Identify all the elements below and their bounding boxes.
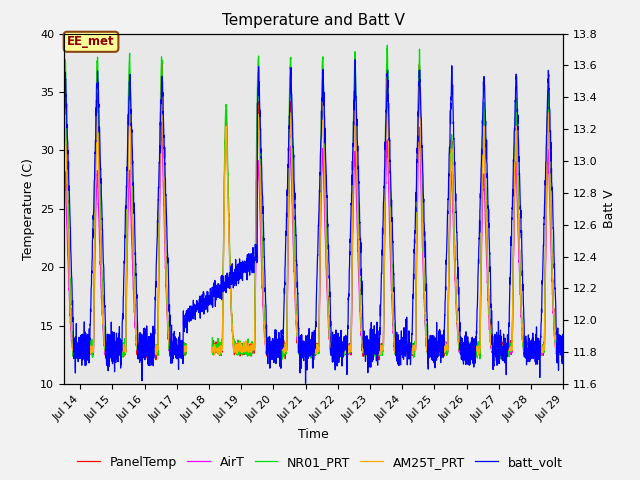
NR01_PRT	[378, 343, 385, 348]
NR01_PRT	[163, 268, 170, 274]
batt_volt	[422, 240, 429, 246]
AirT	[559, 347, 567, 352]
Line: AirT: AirT	[64, 122, 563, 358]
PanelTemp	[453, 321, 461, 326]
AirT	[421, 322, 429, 328]
Text: EE_met: EE_met	[67, 36, 115, 48]
batt_volt	[60, 121, 68, 127]
NR01_PRT	[559, 345, 567, 351]
NR01_PRT	[421, 315, 429, 321]
PanelTemp	[554, 346, 561, 352]
AM25T_PRT	[163, 276, 170, 281]
batt_volt	[554, 360, 562, 365]
batt_volt	[483, 175, 491, 181]
AirT	[483, 268, 491, 274]
AirT	[378, 344, 385, 349]
batt_volt	[453, 239, 461, 245]
PanelTemp	[559, 349, 567, 355]
PanelTemp	[60, 118, 68, 123]
NR01_PRT	[453, 318, 461, 324]
Line: PanelTemp: PanelTemp	[64, 63, 563, 360]
AM25T_PRT	[60, 143, 68, 148]
Legend: PanelTemp, AirT, NR01_PRT, AM25T_PRT, batt_volt: PanelTemp, AirT, NR01_PRT, AM25T_PRT, ba…	[72, 451, 568, 474]
AirT	[453, 321, 461, 327]
AirT	[554, 345, 561, 350]
NR01_PRT	[554, 337, 561, 343]
AM25T_PRT	[559, 345, 567, 351]
AM25T_PRT	[453, 318, 461, 324]
AM25T_PRT	[483, 248, 491, 254]
PanelTemp	[163, 271, 170, 276]
AM25T_PRT	[554, 344, 561, 349]
Title: Temperature and Batt V: Temperature and Batt V	[222, 13, 405, 28]
PanelTemp	[483, 242, 491, 248]
batt_volt	[351, 57, 359, 62]
Y-axis label: Batt V: Batt V	[604, 190, 616, 228]
batt_volt	[559, 333, 567, 339]
Line: batt_volt: batt_volt	[64, 60, 563, 383]
AM25T_PRT	[421, 317, 429, 323]
batt_volt	[163, 204, 170, 210]
NR01_PRT	[60, 94, 68, 99]
AirT	[60, 197, 68, 203]
AirT	[163, 289, 170, 295]
PanelTemp	[378, 341, 385, 347]
PanelTemp	[421, 311, 429, 316]
AM25T_PRT	[378, 348, 385, 354]
X-axis label: Time: Time	[298, 429, 329, 442]
Line: NR01_PRT: NR01_PRT	[64, 45, 563, 360]
batt_volt	[378, 270, 385, 276]
Y-axis label: Temperature (C): Temperature (C)	[22, 158, 35, 260]
batt_volt	[301, 380, 309, 386]
Line: AM25T_PRT: AM25T_PRT	[64, 78, 563, 356]
NR01_PRT	[483, 235, 491, 240]
